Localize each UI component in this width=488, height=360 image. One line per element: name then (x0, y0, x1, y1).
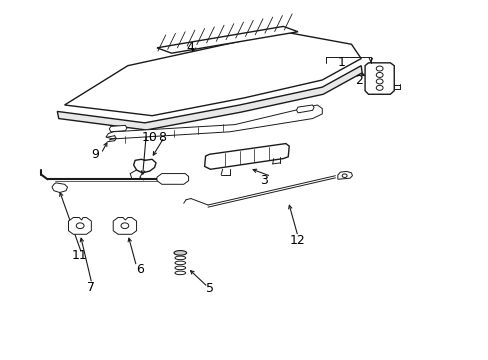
Polygon shape (296, 105, 313, 113)
Text: 1: 1 (337, 55, 345, 69)
Text: 6: 6 (136, 263, 143, 276)
Polygon shape (64, 32, 361, 116)
Polygon shape (157, 174, 188, 184)
Polygon shape (204, 144, 288, 169)
Polygon shape (57, 66, 362, 130)
Polygon shape (365, 63, 393, 94)
Text: 5: 5 (206, 283, 214, 296)
Text: 7: 7 (87, 281, 95, 294)
Ellipse shape (175, 271, 185, 275)
Ellipse shape (175, 266, 185, 270)
Polygon shape (337, 171, 352, 179)
Text: 2: 2 (354, 74, 362, 87)
Text: 10: 10 (142, 131, 157, 144)
Ellipse shape (174, 251, 186, 255)
Polygon shape (106, 105, 322, 139)
Polygon shape (157, 26, 297, 53)
Text: 12: 12 (289, 234, 305, 247)
Polygon shape (52, 183, 67, 193)
Text: 11: 11 (71, 248, 87, 261)
Polygon shape (68, 217, 91, 234)
Ellipse shape (175, 261, 185, 265)
Ellipse shape (175, 256, 185, 260)
Text: 9: 9 (91, 148, 99, 161)
Text: 3: 3 (260, 174, 267, 187)
Polygon shape (109, 125, 126, 132)
Text: 8: 8 (158, 131, 165, 144)
Polygon shape (113, 217, 136, 234)
Text: 4: 4 (186, 41, 194, 54)
